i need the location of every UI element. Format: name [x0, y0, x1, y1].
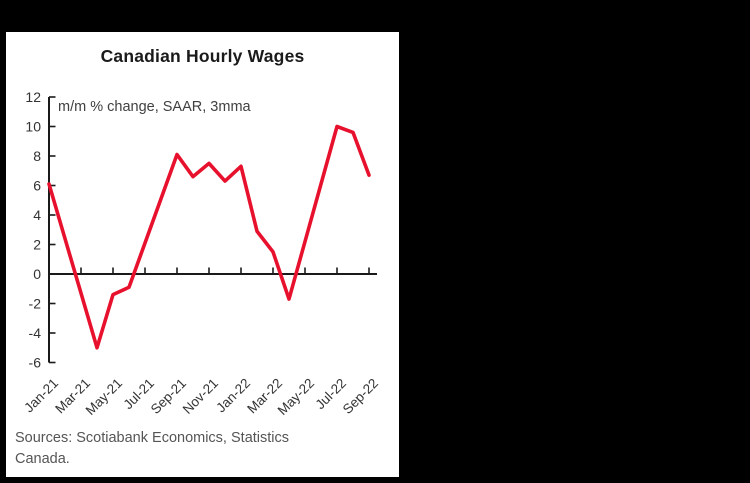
y-axis-tick-label: 12 — [25, 89, 41, 105]
wage-growth-line — [47, 124, 371, 350]
y-axis-tick-label: 2 — [33, 237, 41, 253]
x-axis-tick-label: May-22 — [275, 376, 317, 418]
y-axis-tick-label: 4 — [33, 207, 41, 223]
chart-subtitle: m/m % change, SAAR, 3mma — [58, 99, 252, 115]
y-axis-tick-label: -2 — [29, 296, 42, 312]
y-axis-tick-label: -6 — [29, 355, 42, 371]
source-note: Sources: Scotiabank Economics, Statistic… — [15, 428, 375, 470]
chart-title: Canadian Hourly Wages — [100, 46, 305, 66]
y-axis-tick-label: 10 — [25, 119, 41, 135]
x-axis-tick-label: Sep-22 — [340, 376, 381, 417]
y-axis-tick-label: 0 — [33, 266, 41, 282]
chart-panel: Canadian Hourly Wages -6 -4 -2 0 2 4 6 8 10 12 Jan… — [6, 32, 399, 477]
x-axis-tick-label: Nov-21 — [180, 376, 221, 417]
y-axis-tick-label: -4 — [29, 325, 42, 341]
x-axis-tick-label: May-21 — [83, 376, 125, 418]
source-note-line2: Canada. — [15, 451, 70, 468]
source-note-line1: Sources: Scotiabank Economics, Statistic… — [15, 430, 290, 446]
y-axis-tick-label: 6 — [33, 178, 41, 194]
line-chart: -6-4-2024681012Jan-21Mar-21May-21Jul-21S… — [21, 89, 381, 418]
y-axis-tick-label: 8 — [33, 148, 41, 164]
